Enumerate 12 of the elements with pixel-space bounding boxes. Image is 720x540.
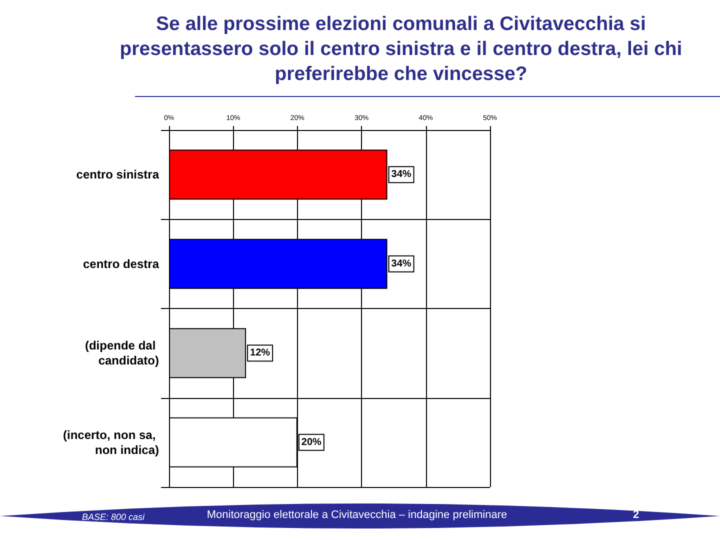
y-tick-label: (incerto, non sa, non indica)	[62, 428, 159, 457]
text: Monitoraggio elettorale a Civitavecchia – indagine preliminare	[206, 509, 508, 521]
data-label: 12%	[250, 348, 270, 359]
text: BASE: 800 casi	[82, 511, 145, 523]
chart-title: Se alle prossime elezioni comunali a Civitavecchia si presentassero solo il centro sinistra e il centro destra, lei chi preferirebbe che vincesse?	[118, 12, 684, 87]
y-tick-label: centro sinistra	[76, 168, 160, 182]
y-tick-label: centro destra	[82, 256, 160, 271]
data-label: 34%	[391, 258, 412, 270]
data-label: 34%	[391, 169, 412, 180]
y-tick-label: (dipende dal candidato)	[84, 338, 159, 368]
text: 2	[633, 509, 640, 521]
data-label: 20%	[301, 436, 322, 448]
